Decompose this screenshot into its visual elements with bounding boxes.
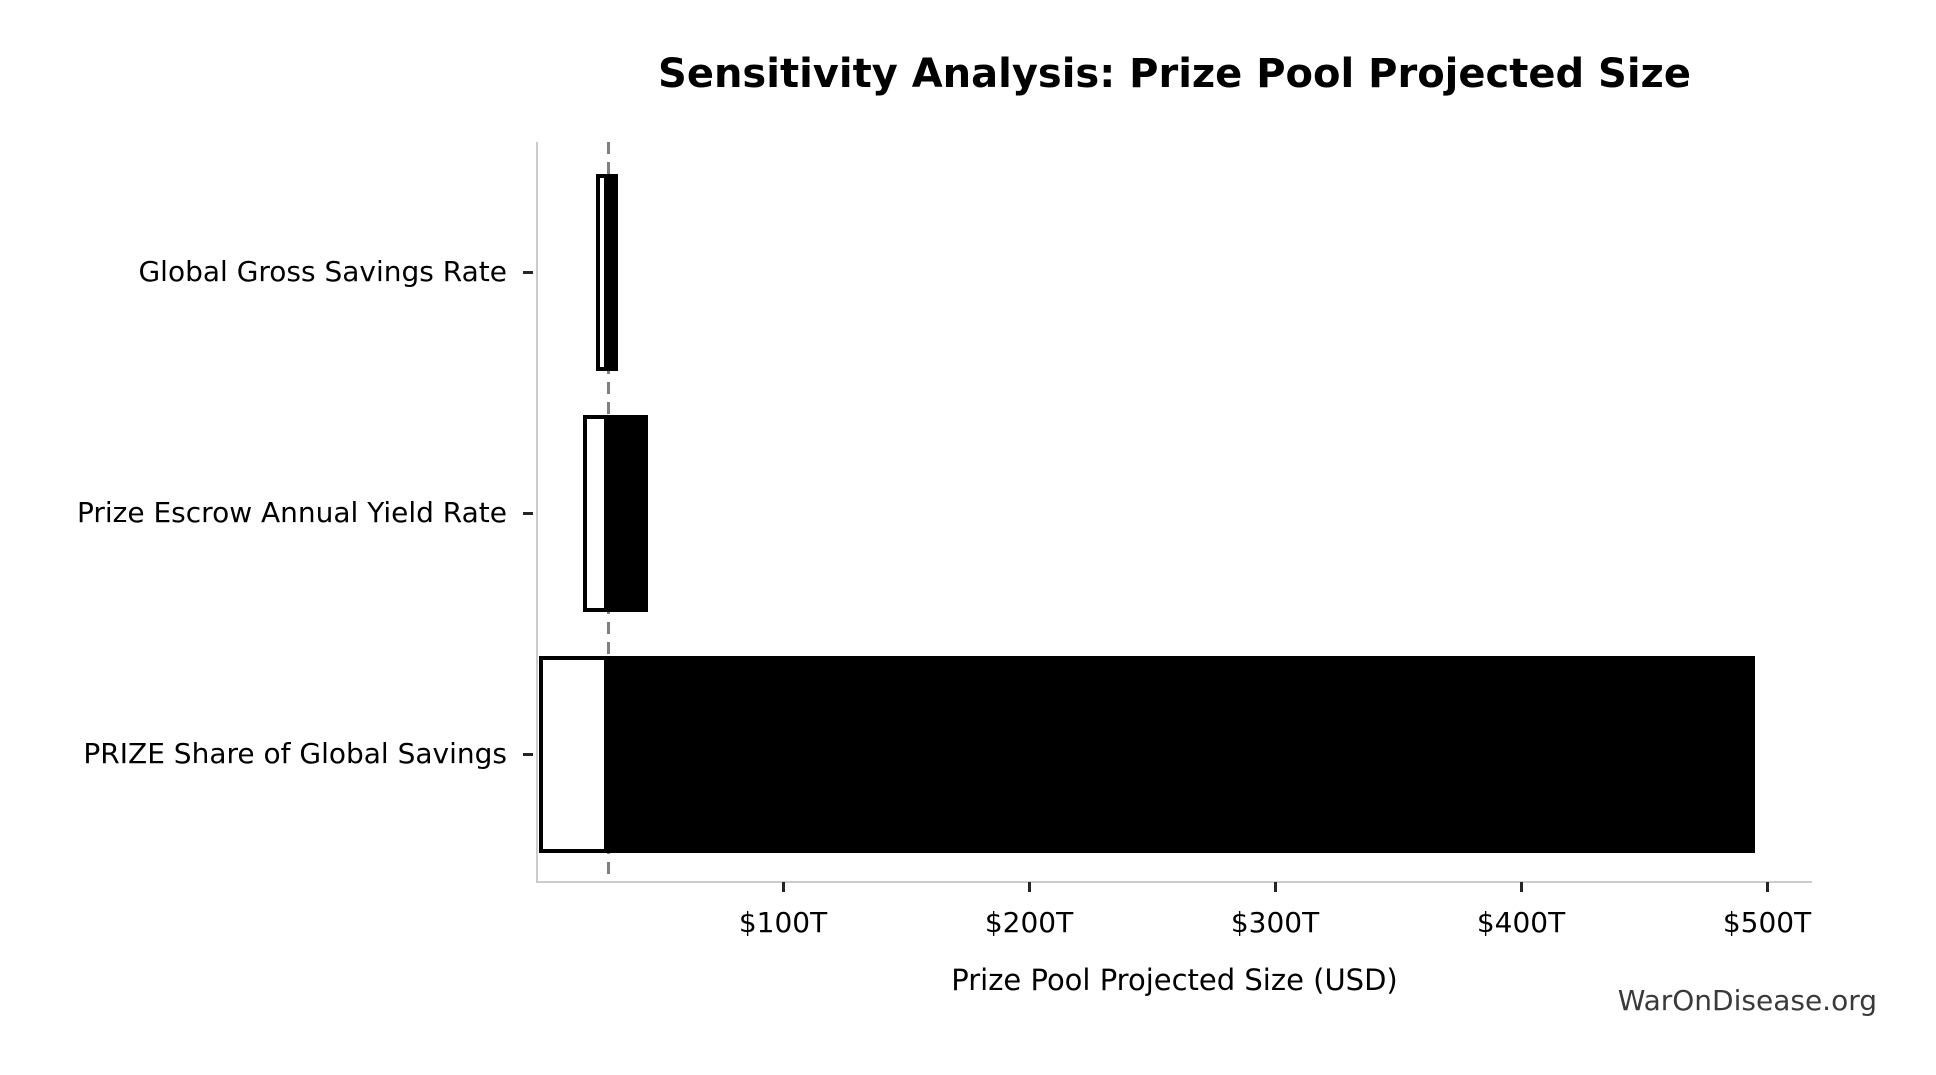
bar-high-0 (608, 173, 619, 371)
y-label-1: Prize Escrow Annual Yield Rate (76, 496, 507, 529)
chart-title: Sensitivity Analysis: Prize Pool Project… (658, 51, 1691, 97)
x-tick-0 (781, 882, 785, 892)
x-tick-label-4: $500T (1722, 906, 1812, 939)
x-tick-label-2: $300T (1230, 906, 1320, 939)
x-tick-4 (1765, 882, 1769, 892)
x-axis-spine (536, 881, 1812, 883)
bar-low-0 (596, 173, 609, 371)
y-label-0: Global Gross Savings Rate (138, 255, 507, 288)
y-tick-1 (523, 511, 533, 515)
y-label-2: PRIZE Share of Global Savings (83, 737, 507, 770)
watermark: WarOnDisease.org (1617, 984, 1877, 1017)
x-tick-label-1: $200T (984, 906, 1074, 939)
x-tick-3 (1519, 882, 1523, 892)
x-tick-1 (1027, 882, 1031, 892)
x-tick-2 (1273, 882, 1277, 892)
y-tick-2 (523, 752, 533, 756)
bar-low-1 (582, 414, 609, 612)
y-tick-0 (523, 270, 533, 274)
bar-low-2 (539, 655, 609, 853)
bar-high-2 (608, 655, 1755, 853)
plot-area (536, 142, 1812, 883)
x-tick-label-3: $400T (1476, 906, 1566, 939)
x-tick-label-0: $100T (738, 906, 828, 939)
x-axis-label: Prize Pool Projected Size (USD) (951, 963, 1398, 997)
bar-high-1 (608, 414, 648, 612)
y-axis-spine (536, 142, 538, 882)
